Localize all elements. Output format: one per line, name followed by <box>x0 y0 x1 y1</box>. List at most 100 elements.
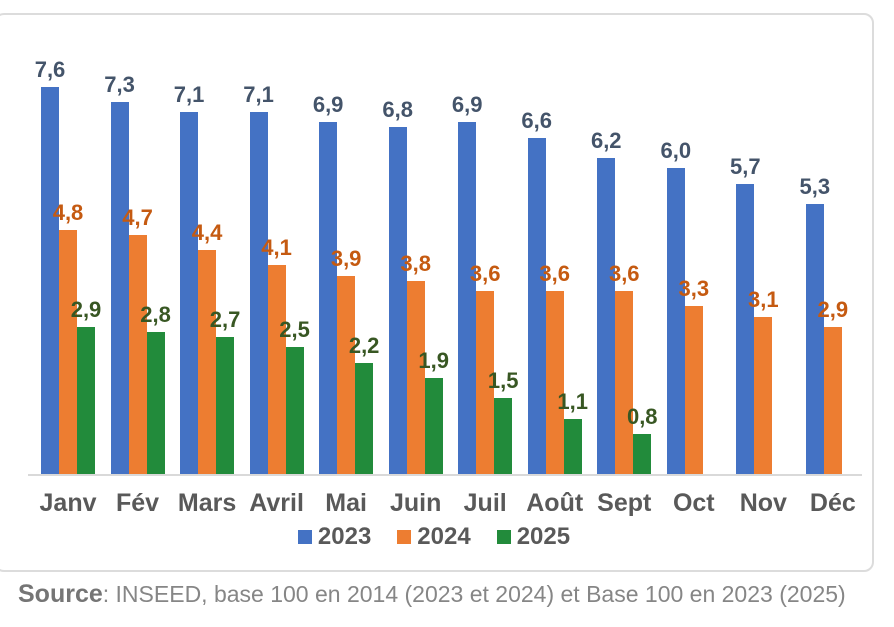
bar-2024-oct <box>684 306 703 475</box>
bar-2024-sept <box>615 291 634 475</box>
bar-value-label: 1,1 <box>557 389 589 414</box>
chart-container: 7,6 4,8 2,9 Janv 7,3 4,7 2,8 Fév 7,1 4,4 2,7 Mars 7,… <box>0 13 874 572</box>
bar-2025-fév <box>146 332 165 475</box>
month-label-mai: Mai <box>325 489 367 517</box>
bar-value-label: 7,1 <box>243 82 274 107</box>
bar-col-2025: 1,1 <box>557 15 588 475</box>
bar-col-2025: 2,7 <box>210 15 240 475</box>
bar-2023-sept <box>597 158 616 475</box>
bar-2023-nov <box>736 184 755 475</box>
chart-legend: 2023 2024 2025 <box>0 523 872 551</box>
bar-group-janv: 7,6 4,8 2,9 Janv <box>35 15 102 518</box>
bar-col-2025 <box>842 15 860 475</box>
bar-value-label: 3,8 <box>400 251 431 276</box>
bar-2024-avril <box>267 265 286 475</box>
bar-group-juil: 6,9 3,6 1,5 Juil <box>452 15 519 518</box>
bar-value-label: 4,7 <box>122 205 153 230</box>
bar-value-label: 0,8 <box>626 404 658 429</box>
bar-value-label: 6,9 <box>312 92 344 117</box>
bar-value-label: 2,9 <box>817 297 849 322</box>
bar-2024-déc <box>823 327 842 475</box>
month-label-fév: Fév <box>115 489 160 517</box>
bar-col-2025: 2,9 <box>71 15 101 475</box>
bar-col-2024: 4,4 <box>192 15 222 475</box>
bar-col-2023: 7,1 <box>243 15 274 475</box>
bar-2023-mai <box>319 122 338 475</box>
x-axis-line <box>28 474 862 476</box>
month-label-oct: Oct <box>672 489 715 517</box>
bar-2023-janv <box>41 87 59 475</box>
bar-group-août: 6,6 3,6 1,1 Août <box>521 15 588 518</box>
bar-col-2024: 3,6 <box>609 15 640 475</box>
bar-2024-janv <box>59 230 77 475</box>
bar-2023-fév <box>110 102 129 475</box>
bar-value-label: 1,5 <box>487 368 519 393</box>
month-label-sept: Sept <box>597 489 652 517</box>
bar-value-label: 7,1 <box>173 82 205 107</box>
bar-value-label: 3,6 <box>469 261 501 286</box>
bar-col-2024: 2,9 <box>818 15 848 475</box>
bar-col-2025: 0,8 <box>627 15 658 475</box>
bar-col-2024: 3,6 <box>539 15 570 475</box>
bar-col-2025 <box>772 15 790 475</box>
bar-group-avril: 7,1 4,1 2,5 Avril <box>243 15 310 518</box>
bar-value-label: 7,3 <box>104 72 135 97</box>
bar-value-label: 3,9 <box>330 246 362 271</box>
bar-2025-sept <box>633 434 652 475</box>
bar-2024-fév <box>128 235 147 475</box>
bar-2023-avril <box>249 112 268 475</box>
bar-2025-avril <box>285 347 304 475</box>
bar-value-label: 3,6 <box>539 261 571 286</box>
bar-value-label: 5,7 <box>730 154 761 179</box>
legend-item-2023: 2023 <box>297 523 372 551</box>
bar-2024-août <box>545 291 564 475</box>
bar-2025-mars <box>216 337 235 475</box>
bar-value-label: 2,2 <box>348 333 380 358</box>
month-label-avril: Avril <box>249 489 304 517</box>
bar-value-label: 3,1 <box>748 287 779 312</box>
bar-group-oct: 6,0 3,3 Oct <box>660 15 721 518</box>
bar-2023-août <box>527 138 546 475</box>
bar-col-2025: 1,5 <box>488 15 518 475</box>
bar-col-2023: 5,7 <box>730 15 761 475</box>
bar-value-label: 1,9 <box>418 348 449 373</box>
legend-marker-2025 <box>496 530 511 544</box>
bar-2023-déc <box>805 204 824 475</box>
bar-2023-oct <box>666 168 685 475</box>
legend-marker-2023 <box>297 530 312 544</box>
bar-group-nov: 5,7 3,1 Nov <box>730 15 790 518</box>
bar-group-mai: 6,9 3,9 2,2 Mai <box>313 15 380 518</box>
bar-col-2023: 5,3 <box>800 15 830 475</box>
bar-value-label: 6,9 <box>451 92 483 117</box>
bar-value-label: 2,8 <box>140 302 171 327</box>
month-label-janv: Janv <box>39 489 97 517</box>
bar-2024-mars <box>198 250 217 475</box>
bar-col-2023: 6,9 <box>313 15 343 475</box>
plot-area: 7,6 4,8 2,9 Janv 7,3 4,7 2,8 Fév 7,1 4,4 2,7 Mars 7,… <box>35 15 860 518</box>
bar-col-2023: 7,3 <box>104 15 135 475</box>
bar-col-2025 <box>703 15 721 475</box>
legend-label-2023: 2023 <box>317 523 372 550</box>
bar-col-2023: 6,8 <box>382 15 413 475</box>
month-label-août: Août <box>526 489 584 517</box>
bar-value-label: 2,5 <box>279 317 310 342</box>
month-label-déc: Déc <box>809 489 856 517</box>
bar-value-label: 6,0 <box>660 138 692 163</box>
bar-col-2023: 7,1 <box>174 15 204 475</box>
bar-2024-juin <box>406 281 425 475</box>
bar-group-déc: 5,3 2,9 Déc <box>800 15 860 518</box>
source-note: Source: INSEED, base 100 en 2014 (2023 e… <box>18 580 894 609</box>
legend-item-2024: 2024 <box>397 523 471 551</box>
bar-col-2024: 3,6 <box>470 15 500 475</box>
bar-col-2023: 7,6 <box>35 15 65 475</box>
source-text: : INSEED, base 100 en 2014 (2023 et 2024… <box>102 581 846 607</box>
bar-col-2023: 6,6 <box>521 15 552 475</box>
bar-col-2023: 6,2 <box>591 15 622 475</box>
bar-col-2024: 4,8 <box>53 15 83 475</box>
month-label-nov: Nov <box>739 489 787 517</box>
bar-col-2023: 6,0 <box>660 15 691 475</box>
legend-item-2025: 2025 <box>496 523 571 551</box>
legend-label-2025: 2025 <box>516 523 571 550</box>
bar-value-label: 4,1 <box>261 235 292 260</box>
